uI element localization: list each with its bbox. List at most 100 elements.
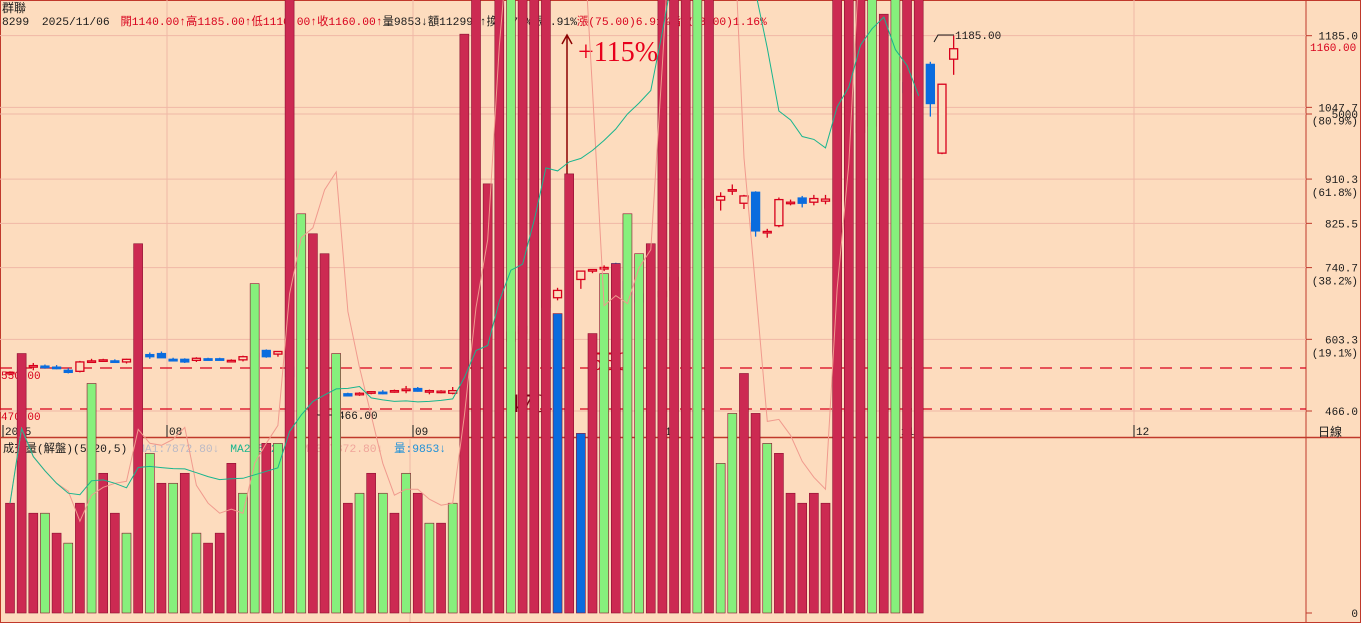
volume-bar — [273, 443, 283, 614]
volume-bar — [680, 0, 691, 614]
stock-name[interactable]: 群聯 — [2, 1, 26, 16]
period-label[interactable]: 日線 — [1318, 424, 1342, 440]
price-tick-label: 910.3 — [1325, 175, 1358, 187]
volume-bar — [482, 183, 493, 614]
price-axis-ticks: 1185.0 1047.7 910.3 825.5 740.7 603.3 466.0 (80… — [1306, 32, 1358, 419]
volume-bar — [261, 443, 272, 614]
candle — [343, 392, 353, 397]
candle-body — [86, 360, 97, 364]
candle — [389, 389, 400, 393]
candle — [63, 368, 73, 374]
candle-body — [273, 350, 283, 355]
info-item: 漲(75.00)6.91% — [577, 15, 670, 29]
volume-bar — [692, 0, 703, 614]
volume-bar — [715, 462, 726, 614]
volume-ma1: MA1:7872.80↓ — [138, 444, 219, 456]
candle-body — [716, 195, 726, 201]
candle-body — [762, 230, 772, 234]
candle-body — [949, 48, 959, 60]
volume-bar — [366, 472, 376, 614]
candle — [576, 270, 586, 289]
candle-body — [424, 389, 435, 393]
volume-bar — [634, 253, 644, 614]
candle-body — [203, 358, 213, 361]
volume-bar — [156, 482, 167, 614]
volume-bar — [86, 383, 97, 614]
volume-bar — [576, 433, 586, 614]
candle-body — [366, 391, 376, 394]
gain-arrow-head — [561, 33, 573, 45]
candle — [378, 390, 388, 395]
volume-bar — [529, 0, 540, 614]
stock-info-line: 8299 2025/11/06 開1140.00↑高1185.00↑低1110.… — [2, 14, 767, 29]
volume-bar — [832, 0, 842, 614]
volume-bar — [890, 0, 901, 614]
candle-body — [40, 365, 50, 369]
volume-bar — [401, 472, 411, 614]
price-pct-label: (61.8%) — [1312, 188, 1358, 200]
candle — [949, 35, 959, 75]
volume-bar — [494, 0, 505, 614]
candle-body — [727, 189, 737, 192]
candle — [727, 184, 737, 195]
candlesticks — [5, 35, 959, 399]
candle-body — [343, 393, 353, 397]
candle-body — [145, 353, 155, 358]
volume-bar — [902, 0, 912, 614]
volume-bar — [63, 542, 74, 614]
info-item: 低1110.00↑ — [252, 15, 318, 29]
candle — [98, 358, 108, 362]
candle-body — [63, 369, 73, 374]
candle-body — [98, 359, 108, 362]
candle — [762, 228, 772, 238]
volume-bar — [785, 492, 796, 614]
high-marker — [933, 34, 954, 43]
candle-body — [180, 358, 190, 363]
volume-bar — [191, 532, 202, 614]
volume-bar — [214, 532, 225, 614]
candle — [75, 360, 85, 373]
candle — [121, 358, 132, 364]
volume-bar — [843, 0, 854, 614]
volume-bar — [331, 353, 342, 614]
candle — [587, 268, 598, 274]
candle — [937, 83, 947, 155]
candle — [774, 197, 784, 228]
volume-ma20-line — [9, 0, 920, 504]
volume-bar — [878, 13, 889, 614]
candle — [797, 195, 807, 208]
volume-bar — [913, 0, 924, 614]
month-label: 09 — [415, 427, 428, 439]
price-pct-label: (19.1%) — [1312, 348, 1358, 360]
volume-bar — [820, 502, 831, 614]
low-label: 466.00 — [338, 411, 378, 423]
candle — [366, 391, 376, 395]
candle — [424, 389, 435, 395]
candle — [785, 199, 796, 206]
candle — [145, 352, 155, 359]
volume-current: 量:9853↓ — [394, 442, 446, 456]
volume-bar — [296, 213, 307, 614]
candle — [925, 61, 935, 117]
month-label: 12 — [1136, 427, 1149, 439]
candle — [809, 194, 819, 206]
volume-bar — [377, 492, 388, 614]
stock-date: 2025/11/06 — [42, 17, 110, 29]
price-tick-label: 1185.0 — [1318, 32, 1358, 44]
candle-body — [389, 389, 400, 393]
price-panel-frame — [0, 0, 1361, 438]
candle-body — [28, 364, 38, 368]
volume-bar — [179, 472, 190, 614]
volume-bar — [319, 253, 330, 614]
candle — [820, 194, 831, 205]
candle — [110, 359, 120, 364]
candle-body — [587, 268, 598, 272]
candle-body — [238, 356, 248, 361]
price-tick-label: 825.5 — [1325, 219, 1358, 231]
candle-body — [576, 270, 586, 281]
volume-bar — [75, 502, 85, 614]
candle-body — [552, 289, 563, 299]
candle — [413, 386, 423, 392]
candle-body — [215, 358, 225, 361]
volume-bar — [424, 522, 435, 614]
